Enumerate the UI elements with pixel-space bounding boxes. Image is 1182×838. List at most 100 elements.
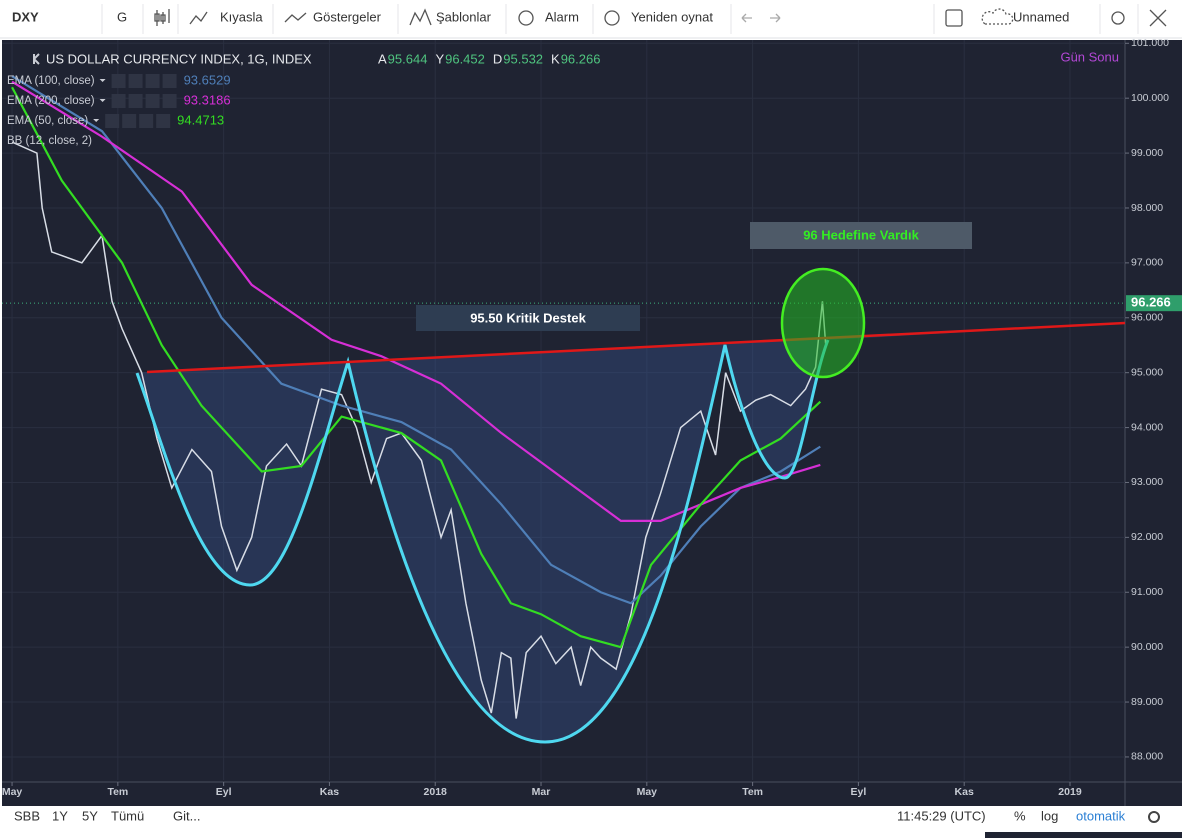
ohlc-value: 95.644 bbox=[388, 51, 428, 66]
y-tick-label: 101.000 bbox=[1131, 37, 1169, 49]
x-tick-label: May bbox=[637, 786, 658, 798]
ohlc-value: 95.532 bbox=[503, 51, 543, 66]
y-tick-label: 89.000 bbox=[1131, 696, 1163, 708]
x-tick-label: May bbox=[2, 786, 23, 798]
indicator-line bbox=[11, 75, 821, 605]
legend-button bbox=[145, 74, 160, 88]
y-tick-label: 98.000 bbox=[1131, 202, 1163, 214]
ohlc-label: K bbox=[551, 51, 560, 66]
indicator-line bbox=[11, 80, 821, 522]
legend-button bbox=[145, 94, 160, 108]
clock: 11:45:29 (UTC) bbox=[897, 808, 986, 823]
y-tick-label: 88.000 bbox=[1131, 751, 1163, 763]
annotation-box bbox=[416, 305, 640, 331]
annotation-box bbox=[750, 222, 972, 249]
legend-button bbox=[162, 94, 177, 108]
price-line bbox=[11, 141, 827, 719]
range-button[interactable]: SBB bbox=[14, 808, 40, 823]
legend-icon bbox=[33, 53, 40, 65]
toolbar-item[interactable]: Kıyasla bbox=[220, 9, 263, 24]
price-axis bbox=[1125, 40, 1182, 782]
interval[interactable]: G bbox=[117, 9, 127, 24]
legend-button bbox=[111, 74, 126, 88]
time-axis bbox=[2, 782, 1182, 806]
ohlc-label: A bbox=[378, 51, 387, 66]
legend-caret bbox=[99, 79, 106, 82]
x-tick-label: Kas bbox=[320, 786, 339, 798]
legend-value: 93.6529 bbox=[184, 72, 231, 87]
toolbar-icons bbox=[154, 8, 1167, 27]
x-tick-label: Eyl bbox=[216, 786, 232, 798]
x-tick-label: 2019 bbox=[1058, 786, 1082, 798]
y-tick-label: 100.000 bbox=[1131, 92, 1169, 104]
legend-label: EMA (50, close) bbox=[7, 115, 88, 127]
legend: EMA (100, close) 93.6529 EMA (200, close) 9… bbox=[7, 72, 231, 128]
x-tick-label: Tem bbox=[742, 786, 763, 798]
y-tick-label: 91.000 bbox=[1131, 586, 1163, 598]
y-tick-label: 90.000 bbox=[1131, 641, 1163, 653]
toolbar-item[interactable]: Yeniden oynat bbox=[631, 9, 713, 24]
legend-label: EMA (100, close) bbox=[7, 75, 95, 87]
goto-button[interactable]: Git... bbox=[173, 808, 200, 823]
legend-button bbox=[111, 94, 126, 108]
toolbar-separators bbox=[101, 4, 1139, 34]
x-tick-label: Mar bbox=[532, 786, 551, 798]
symbol[interactable]: DXY bbox=[12, 9, 39, 24]
toolbar-item[interactable]: Şablonlar bbox=[436, 9, 492, 24]
x-tick-label: Tem bbox=[107, 786, 128, 798]
legend-value: 94.4713 bbox=[177, 112, 224, 127]
legend-button bbox=[128, 94, 143, 108]
toolbar-item[interactable]: Alarm bbox=[545, 9, 579, 24]
toolbar-item[interactable]: Göstergeler bbox=[313, 9, 382, 24]
annotation: 95.50 Kritik Destek bbox=[470, 310, 586, 325]
layout-name[interactable]: Unnamed bbox=[1013, 9, 1069, 24]
plot-area bbox=[2, 40, 1125, 782]
series-layer bbox=[2, 75, 1125, 719]
legend-button bbox=[139, 114, 154, 128]
indicator-line bbox=[11, 86, 822, 649]
legend-value: 93.3186 bbox=[184, 92, 231, 107]
x-tick-label: Kas bbox=[955, 786, 974, 798]
y-tick-label: 96.000 bbox=[1131, 312, 1163, 324]
neckline bbox=[146, 321, 1126, 374]
ohlc-label: D bbox=[493, 51, 502, 66]
ohlc-label: Y bbox=[435, 51, 444, 66]
y-tick-label: 93.000 bbox=[1131, 476, 1163, 488]
legend-button bbox=[162, 74, 177, 88]
ohlc: A 95.644 Y 96.452 D 95.532 K 96.266 bbox=[378, 51, 600, 66]
settings-icon[interactable] bbox=[1148, 811, 1160, 823]
last-price-label: 96.266 bbox=[1131, 295, 1171, 310]
legend-button bbox=[156, 114, 171, 128]
grid bbox=[2, 40, 1129, 786]
legend-label: EMA (200, close) bbox=[7, 95, 95, 107]
y-tick-label: 94.000 bbox=[1131, 421, 1163, 433]
range-button[interactable]: Tümü bbox=[111, 808, 144, 823]
percent-toggle[interactable]: % bbox=[1014, 808, 1026, 823]
last-price-box bbox=[1126, 295, 1182, 312]
indicator-name: BB (12, close, 2) bbox=[7, 135, 92, 147]
range-button[interactable]: 1Y bbox=[52, 808, 68, 823]
legend-button bbox=[122, 114, 137, 128]
y-tick-label: 99.000 bbox=[1131, 147, 1163, 159]
annotation: 96 Hedefine Vardık bbox=[803, 227, 919, 242]
range-button[interactable]: 5Y bbox=[82, 808, 98, 823]
target-ellipse bbox=[780, 267, 866, 379]
legend-caret bbox=[99, 99, 106, 102]
legend-button bbox=[128, 74, 143, 88]
panel-edge bbox=[985, 832, 1182, 838]
x-tick-label: Eyl bbox=[851, 786, 867, 798]
ohlc-value: 96.266 bbox=[561, 51, 601, 66]
legend-caret bbox=[93, 119, 100, 122]
legend-button bbox=[105, 114, 120, 128]
y-tick-label: 97.000 bbox=[1131, 257, 1163, 269]
log-toggle[interactable]: log bbox=[1041, 808, 1058, 823]
x-tick-label: 2018 bbox=[424, 786, 448, 798]
chart-title: US DOLLAR CURRENCY INDEX, 1G, INDEX bbox=[46, 51, 312, 66]
cup-handle-curve bbox=[135, 339, 830, 744]
auto-toggle[interactable]: otomatik bbox=[1076, 808, 1126, 823]
y-tick-label: 95.000 bbox=[1131, 366, 1163, 378]
y-tick-label: 92.000 bbox=[1131, 531, 1163, 543]
